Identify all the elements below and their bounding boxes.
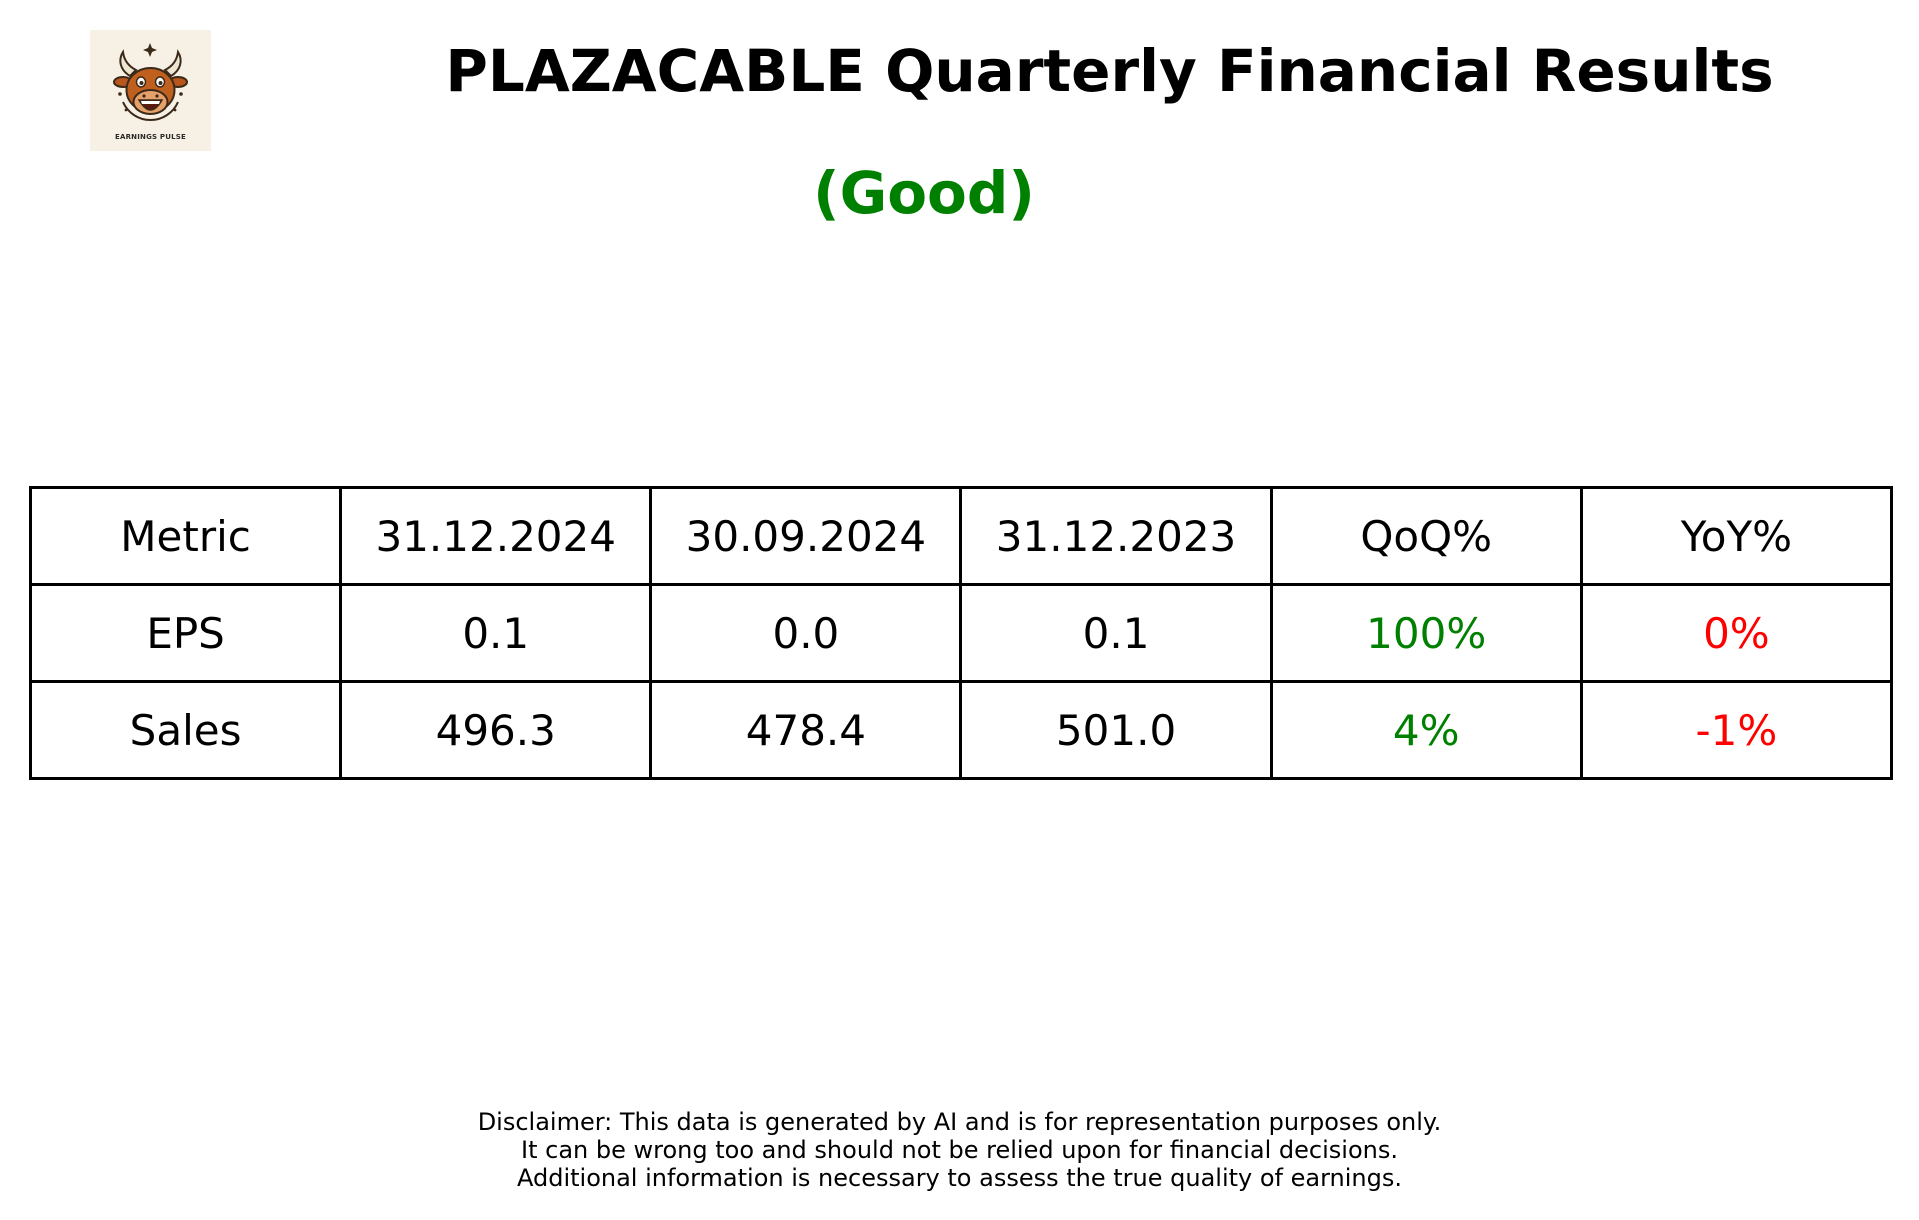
table-header-row: Metric 31.12.2024 30.09.2024 31.12.2023 …: [28, 486, 1894, 586]
disclaimer: Disclaimer: This data is generated by AI…: [0, 1108, 1919, 1192]
rating-label: (Good): [813, 159, 1035, 227]
cell-yoy-change: -1%: [1579, 680, 1894, 780]
cell-value: 0.1: [959, 583, 1273, 683]
disclaimer-line: Additional information is necessary to a…: [516, 1164, 1402, 1192]
cell-value: 478.4: [649, 680, 963, 780]
page-title: PLAZACABLE Quarterly Financial Results: [445, 37, 1774, 105]
cell-metric: EPS: [28, 583, 343, 683]
cell-value: 501.0: [959, 680, 1273, 780]
cell-qoq-change: 4%: [1269, 680, 1583, 780]
earnings-pulse-logo: EARNINGS PULSE: [90, 30, 211, 151]
header-period-previous-quarter: 30.09.2024: [649, 486, 963, 586]
header-yoy: YoY%: [1579, 486, 1894, 586]
header-qoq: QoQ%: [1269, 486, 1583, 586]
header-metric: Metric: [28, 486, 343, 586]
table-row-sales: Sales 496.3 478.4 501.0 4% -1%: [28, 680, 1894, 780]
disclaimer-line: It can be wrong too and should not be re…: [521, 1136, 1398, 1164]
header-period-current: 31.12.2024: [339, 486, 653, 586]
cell-value: 0.1: [339, 583, 653, 683]
logo-text: EARNINGS PULSE: [114, 133, 187, 141]
disclaimer-line: Disclaimer: This data is generated by AI…: [477, 1108, 1442, 1136]
table-row-eps: EPS 0.1 0.0 0.1 100% 0%: [28, 583, 1894, 683]
cell-metric: Sales: [28, 680, 343, 780]
bull-mascot-icon: [113, 43, 188, 122]
results-table: Metric 31.12.2024 30.09.2024 31.12.2023 …: [28, 486, 1894, 780]
cell-value: 0.0: [649, 583, 963, 683]
cell-yoy-change: 0%: [1579, 583, 1894, 683]
cell-value: 496.3: [339, 680, 653, 780]
cell-qoq-change: 100%: [1269, 583, 1583, 683]
header-period-previous-year: 31.12.2023: [959, 486, 1273, 586]
